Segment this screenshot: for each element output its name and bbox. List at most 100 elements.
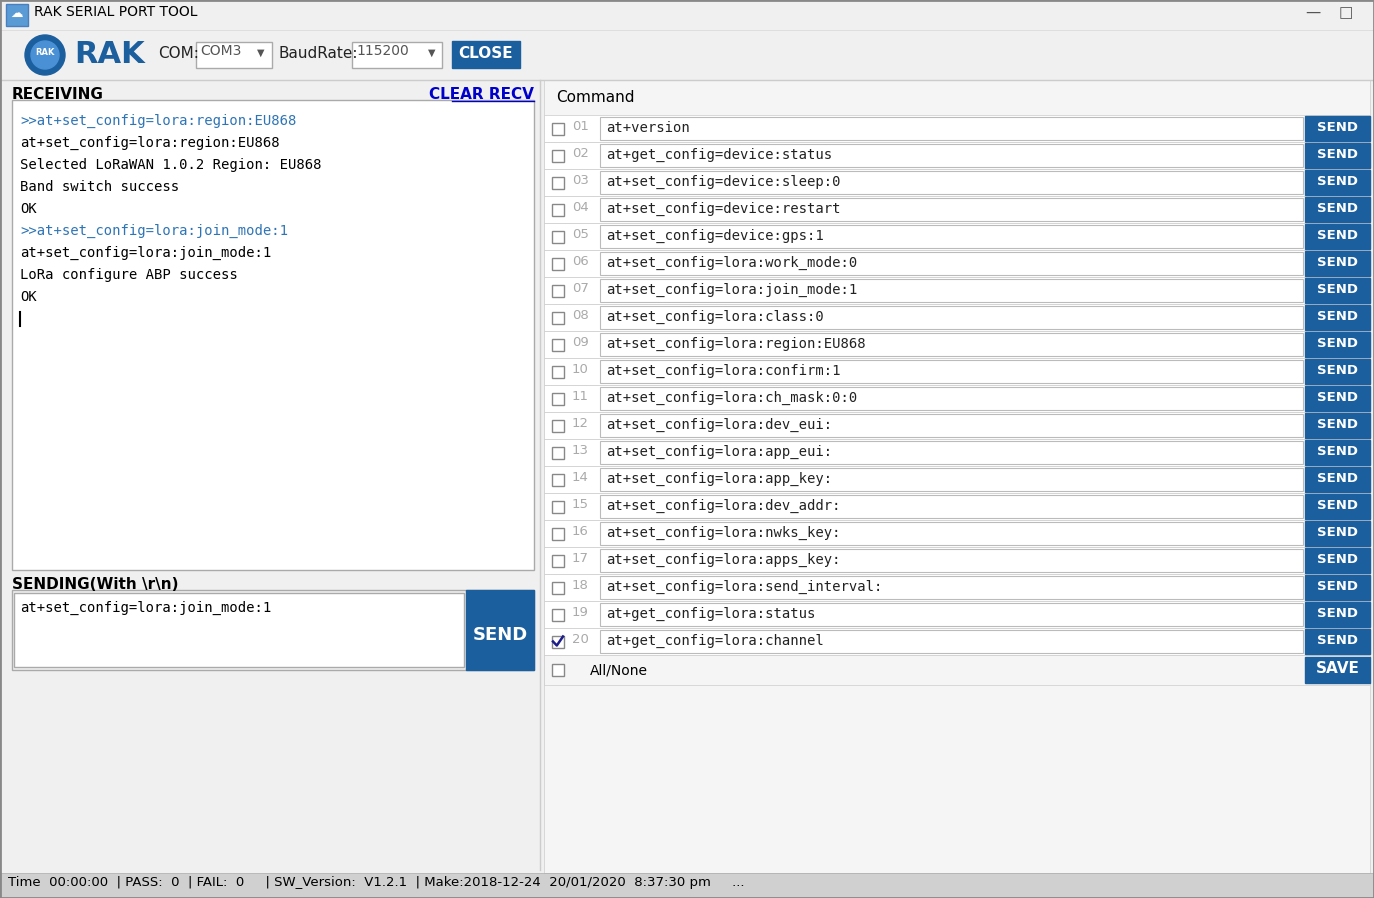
Text: at+set_config=lora:nwks_key:: at+set_config=lora:nwks_key:: [606, 526, 841, 540]
Bar: [552, 446, 563, 459]
Bar: [552, 500, 563, 513]
Text: at+set_config=lora:join_mode:1: at+set_config=lora:join_mode:1: [21, 246, 271, 260]
Text: RAK: RAK: [74, 40, 144, 69]
Text: RAK: RAK: [36, 48, 55, 57]
Text: SAVE: SAVE: [1315, 661, 1359, 676]
Bar: [544, 601, 1370, 628]
Text: SEND: SEND: [1318, 634, 1358, 647]
Bar: [544, 412, 1370, 439]
Text: SEND: SEND: [1318, 553, 1358, 566]
Bar: [552, 312, 563, 323]
Text: COM:: COM:: [158, 46, 199, 61]
Text: 02: 02: [572, 147, 589, 160]
Bar: [600, 360, 1303, 383]
Text: RAK SERIAL PORT TOOL: RAK SERIAL PORT TOOL: [34, 5, 198, 19]
Bar: [544, 358, 1370, 385]
Bar: [600, 225, 1303, 248]
Text: 09: 09: [572, 336, 588, 349]
Bar: [552, 149, 563, 162]
Bar: [1305, 305, 1370, 330]
Text: SEND: SEND: [1318, 445, 1358, 458]
Bar: [1305, 332, 1370, 357]
Text: at+set_config=lora:class:0: at+set_config=lora:class:0: [606, 310, 824, 324]
Text: 14: 14: [572, 471, 589, 484]
Bar: [600, 603, 1303, 626]
Bar: [1305, 629, 1370, 654]
Text: at+get_config=lora:channel: at+get_config=lora:channel: [606, 634, 824, 648]
Text: at+set_config=lora:send_interval:: at+set_config=lora:send_interval:: [606, 580, 882, 594]
Bar: [544, 655, 1370, 685]
Bar: [552, 204, 563, 216]
Bar: [544, 547, 1370, 574]
Bar: [600, 549, 1303, 572]
Bar: [544, 277, 1370, 304]
Bar: [1305, 116, 1370, 141]
Text: SEND: SEND: [1318, 121, 1358, 134]
Text: OK: OK: [21, 202, 37, 216]
Bar: [12, 590, 534, 670]
Bar: [552, 285, 563, 296]
Bar: [1305, 224, 1370, 249]
Text: 05: 05: [572, 228, 589, 241]
Text: at+set_config=device:restart: at+set_config=device:restart: [606, 202, 841, 216]
Bar: [600, 333, 1303, 356]
Bar: [1305, 657, 1370, 683]
Text: SEND: SEND: [1318, 364, 1358, 377]
Bar: [1305, 278, 1370, 303]
Text: OK: OK: [21, 290, 37, 304]
Text: 07: 07: [572, 282, 589, 295]
Bar: [600, 279, 1303, 302]
Text: 04: 04: [572, 201, 588, 214]
Bar: [544, 493, 1370, 520]
Text: SEND: SEND: [1318, 472, 1358, 485]
Text: at+set_config=lora:work_mode:0: at+set_config=lora:work_mode:0: [606, 256, 857, 270]
Bar: [452, 41, 519, 68]
Bar: [196, 42, 272, 68]
Bar: [1305, 143, 1370, 168]
Text: SEND: SEND: [1318, 148, 1358, 161]
Bar: [1305, 251, 1370, 276]
Bar: [600, 144, 1303, 167]
Bar: [552, 365, 563, 377]
Bar: [544, 385, 1370, 412]
Bar: [1305, 494, 1370, 519]
Text: at+set_config=lora:dev_addr:: at+set_config=lora:dev_addr:: [606, 499, 841, 513]
Bar: [600, 495, 1303, 518]
Bar: [600, 117, 1303, 140]
Text: 11: 11: [572, 390, 589, 403]
Bar: [600, 198, 1303, 221]
Text: at+get_config=device:status: at+get_config=device:status: [606, 148, 833, 163]
Text: SEND: SEND: [1318, 391, 1358, 404]
Bar: [1305, 602, 1370, 627]
Text: SEND: SEND: [1318, 229, 1358, 242]
Text: 06: 06: [572, 255, 588, 268]
Bar: [600, 630, 1303, 653]
Bar: [552, 554, 563, 567]
Text: SEND: SEND: [1318, 256, 1358, 269]
Text: SEND: SEND: [473, 626, 528, 644]
Bar: [1305, 197, 1370, 222]
Text: 20: 20: [572, 633, 589, 646]
Bar: [544, 250, 1370, 277]
Bar: [552, 527, 563, 540]
Bar: [552, 392, 563, 404]
Bar: [1305, 359, 1370, 384]
Bar: [600, 387, 1303, 410]
Bar: [552, 664, 563, 676]
Text: SEND: SEND: [1318, 418, 1358, 431]
Text: 19: 19: [572, 606, 589, 619]
Text: 16: 16: [572, 525, 589, 538]
Bar: [552, 258, 563, 269]
Text: 08: 08: [572, 309, 588, 322]
Bar: [600, 171, 1303, 194]
Bar: [600, 306, 1303, 329]
Bar: [0, 30, 1374, 80]
Bar: [552, 636, 563, 647]
Text: COM3: COM3: [201, 44, 242, 58]
Text: □: □: [1340, 5, 1353, 20]
Text: 18: 18: [572, 579, 589, 592]
Text: CLOSE: CLOSE: [459, 46, 514, 61]
Text: SEND: SEND: [1318, 202, 1358, 215]
Bar: [466, 590, 534, 670]
Bar: [544, 466, 1370, 493]
